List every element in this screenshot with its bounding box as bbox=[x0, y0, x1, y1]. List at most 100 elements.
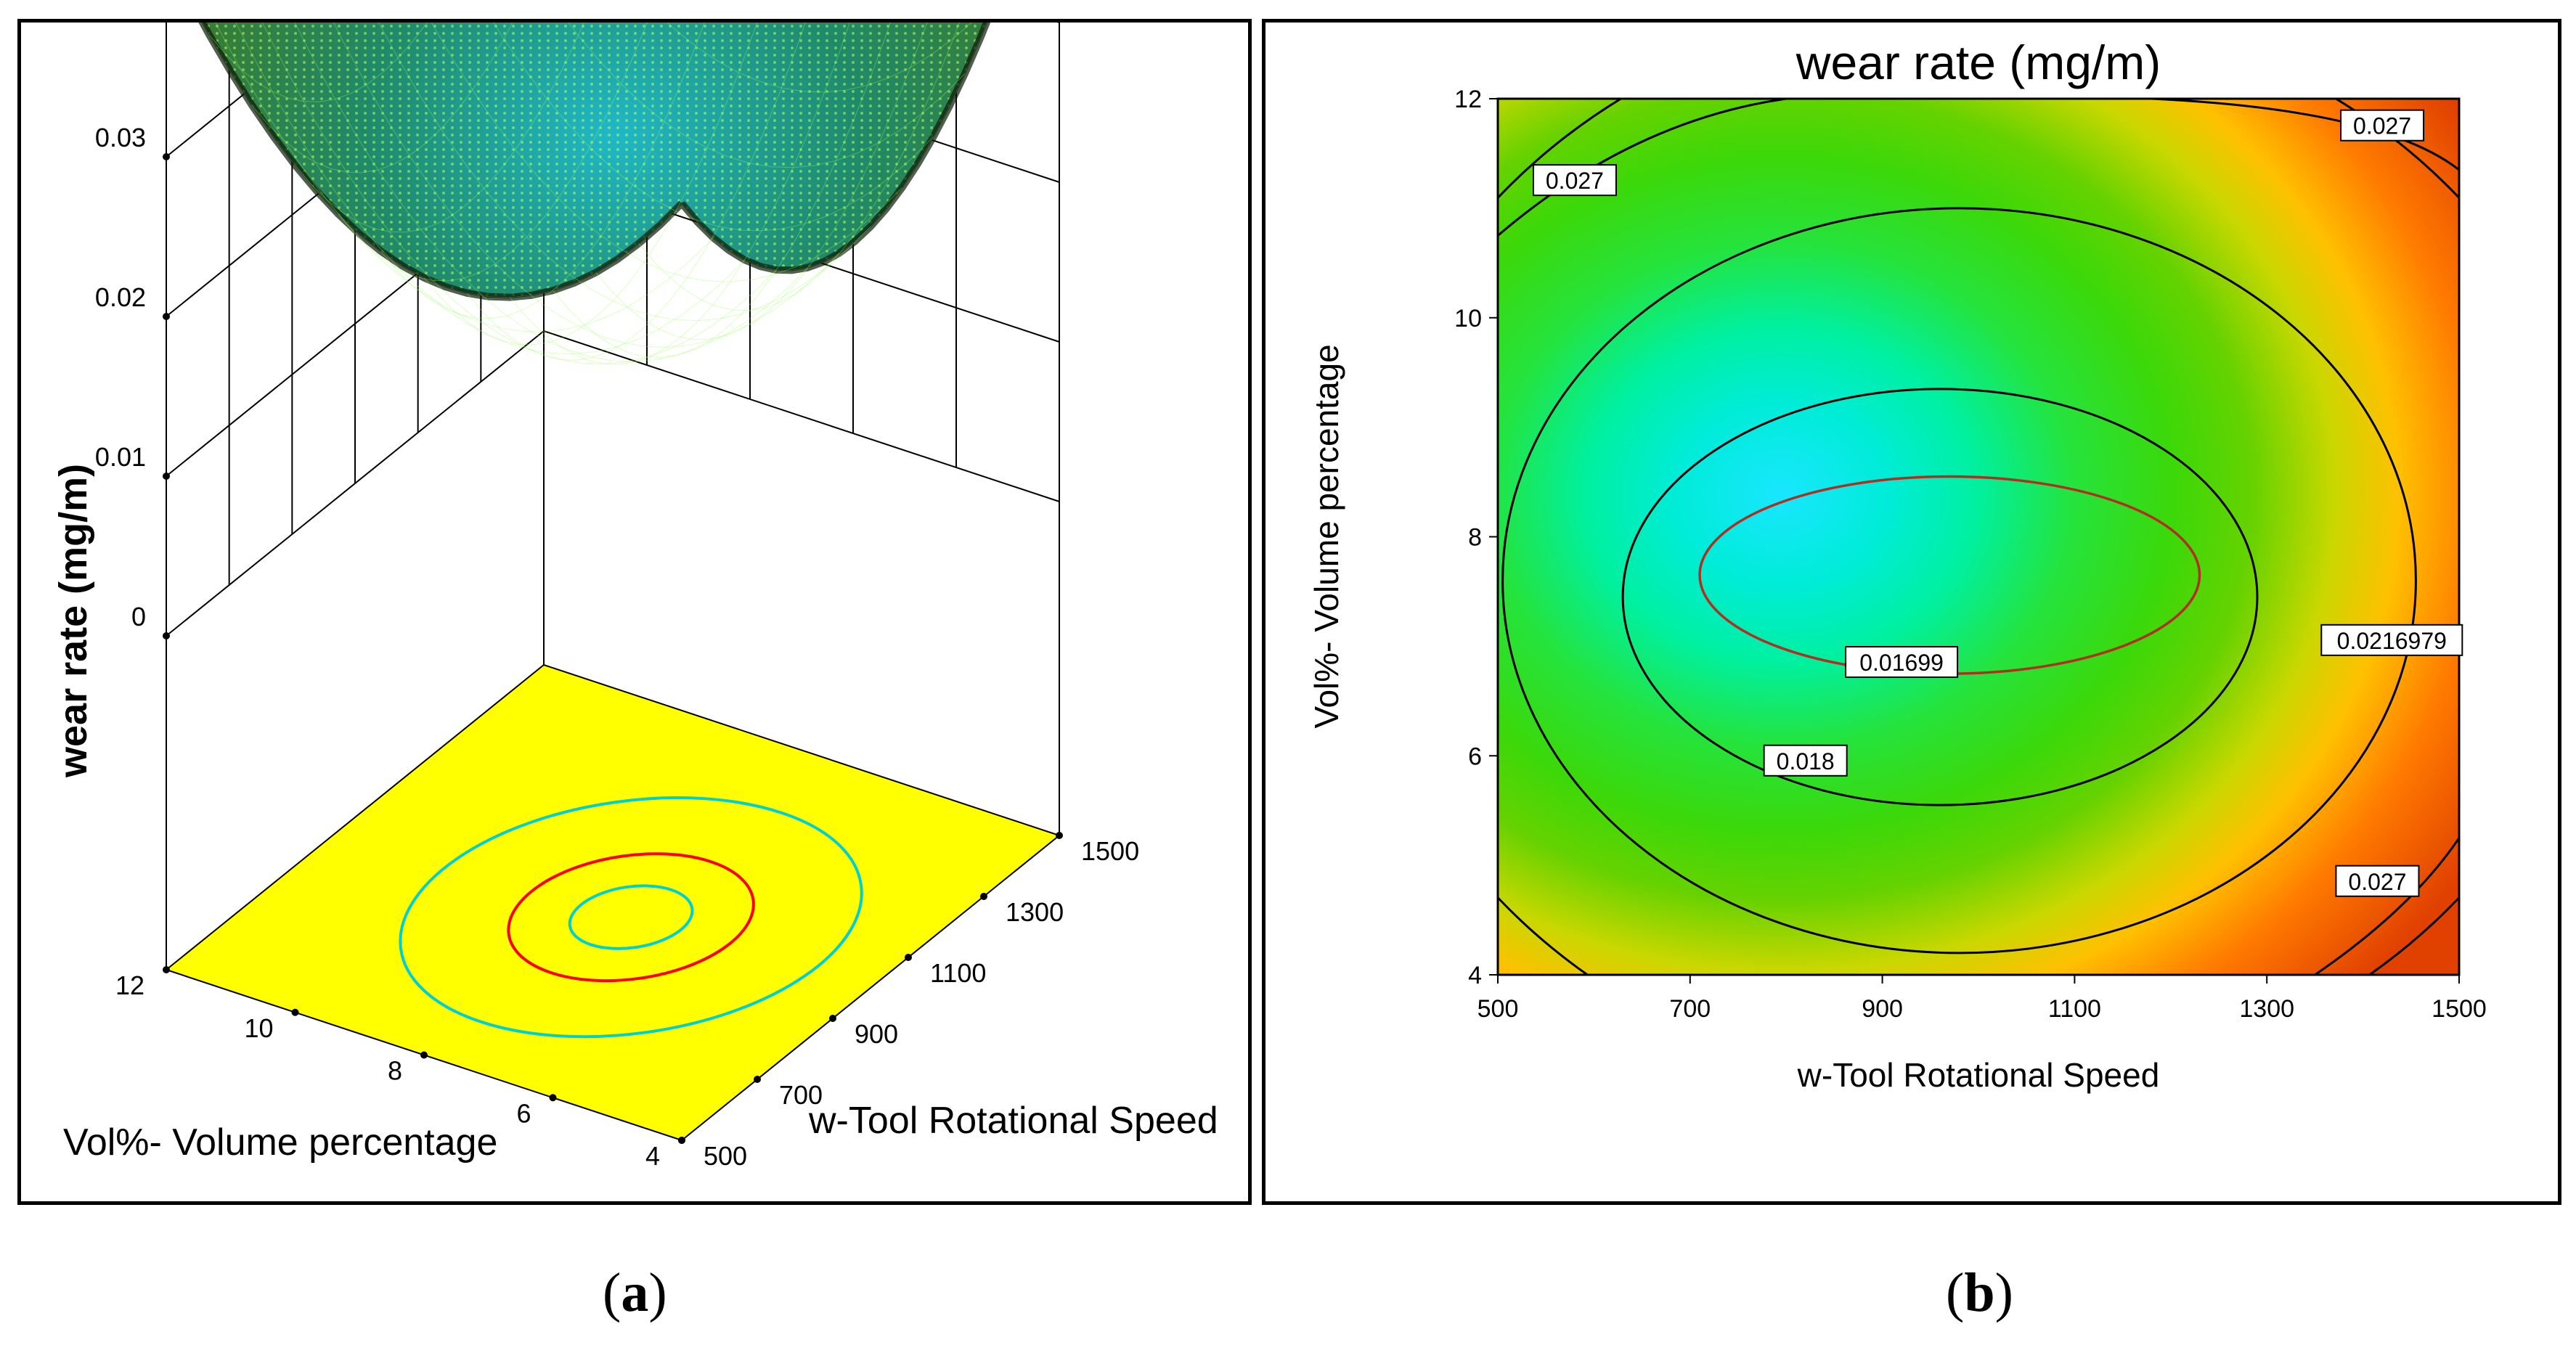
surface-mesh-line bbox=[423, 23, 758, 346]
surface-mesh-line bbox=[553, 23, 891, 358]
x-tick-label: 1500 bbox=[2432, 995, 2487, 1023]
x-tick-label: 700 bbox=[779, 1080, 823, 1110]
x-tick-label: 1500 bbox=[1081, 836, 1139, 866]
x-tick-label: 1100 bbox=[930, 958, 986, 988]
x-axis-label: w-Tool Rotational Speed bbox=[1797, 1056, 2160, 1094]
y-tick-label: 8 bbox=[1468, 524, 1482, 552]
contour-line-0.027-corner bbox=[2314, 837, 2459, 975]
caption-b-letter: b bbox=[1964, 1262, 1995, 1323]
surface-front-edge bbox=[198, 23, 991, 301]
y-tick-label: 12 bbox=[115, 970, 144, 1000]
y-axis-label: Vol%- Volume percentage bbox=[1308, 344, 1345, 728]
y-tick-label: 6 bbox=[1468, 743, 1482, 770]
z-tick-dot bbox=[163, 473, 170, 480]
surface-mesh-line bbox=[294, 23, 808, 362]
z-tick-dot bbox=[163, 632, 170, 639]
surface-mesh-line bbox=[431, 23, 902, 282]
y-tick-dot bbox=[420, 1051, 428, 1059]
surface-mesh-dots bbox=[202, 23, 987, 298]
y-tick-label: 4 bbox=[645, 1141, 660, 1171]
floor-contour-ring bbox=[568, 884, 694, 950]
y-tick-dot bbox=[678, 1137, 685, 1144]
y-tick-label: 6 bbox=[516, 1098, 531, 1128]
y-axis-label: Vol%- Volume percentage bbox=[63, 1121, 497, 1164]
surface-mesh-line bbox=[509, 23, 850, 365]
surface-mesh-line bbox=[333, 23, 840, 348]
x-tick-dot bbox=[754, 1076, 761, 1083]
z-grid-line bbox=[166, 330, 545, 637]
y-tick-dot bbox=[163, 966, 170, 973]
plot-area bbox=[1498, 99, 2459, 975]
panel-b-contour-plot: wear rate (mg/m) 0.027 0.027 0.01699 0.018 0… bbox=[1262, 19, 2561, 1205]
y-tick-dot bbox=[549, 1094, 557, 1102]
contour-label: 0.027 bbox=[2353, 113, 2411, 139]
z-tick-dot bbox=[163, 313, 170, 320]
contour-label-box bbox=[1845, 646, 1959, 679]
caption-a-letter: a bbox=[621, 1262, 649, 1323]
x-tick-label: 1300 bbox=[1006, 897, 1064, 927]
response-surface bbox=[198, 23, 991, 365]
contour-label: 0.027 bbox=[2348, 869, 2406, 895]
z-tick-label: 0.03 bbox=[95, 123, 146, 152]
surface-mesh-line bbox=[251, 23, 513, 173]
x-tick-label: 700 bbox=[1669, 995, 1711, 1023]
z-grid-line bbox=[166, 23, 334, 158]
z-tick-label: 0.02 bbox=[95, 282, 146, 312]
surface-mesh-line bbox=[380, 23, 705, 319]
y-tick-label: 4 bbox=[1468, 962, 1482, 989]
z-grid-line bbox=[543, 330, 1060, 502]
surface-mesh-line bbox=[338, 23, 648, 282]
x-tick-label: 900 bbox=[1862, 995, 1903, 1023]
surface-mesh-line bbox=[638, 23, 960, 311]
x-tick-label: 1300 bbox=[2239, 995, 2294, 1023]
x-tick-dot bbox=[1056, 832, 1063, 839]
y-tick-label: 10 bbox=[244, 1013, 273, 1043]
x-tick-dot bbox=[905, 954, 912, 961]
y-tick-dot bbox=[291, 1008, 299, 1016]
surface-mesh-line bbox=[568, 23, 966, 168]
surface-plot: 00.010.020.030.0450070090011001300150046… bbox=[52, 23, 1218, 1171]
x-tick-label: 500 bbox=[704, 1141, 747, 1171]
panel-a-surface-plot: 00.010.020.030.0450070090011001300150046… bbox=[17, 19, 1252, 1205]
surface-mesh-line bbox=[261, 23, 777, 364]
contour-label: 0.01699 bbox=[1859, 650, 1944, 676]
floor-contour-plot bbox=[164, 663, 1061, 1142]
z-axis-label: wear rate (mg/m) bbox=[52, 464, 95, 778]
surface-mesh-line bbox=[295, 23, 584, 233]
surface-mesh-line bbox=[595, 23, 928, 340]
surface-mesh-line bbox=[466, 23, 806, 361]
axis-ticks: 500 700 900 1100 1300 1500 4 6 8 10 12 bbox=[1454, 86, 2487, 1023]
contour-label-box bbox=[1532, 164, 1617, 197]
caption-b: (b) bbox=[1946, 1262, 2013, 1323]
surface-mesh-line bbox=[208, 23, 428, 102]
x-tick-label: 900 bbox=[855, 1019, 898, 1049]
y-tick-label: 8 bbox=[388, 1056, 402, 1086]
contour-label-box bbox=[2320, 624, 2463, 656]
floor-contour-ring bbox=[399, 796, 863, 1039]
contour-plot: wear rate (mg/m) 0.0270.0270.016990.0180… bbox=[1308, 36, 2487, 1094]
surface-mesh-line bbox=[681, 23, 987, 271]
surface-mesh-line bbox=[215, 23, 714, 332]
y-tick-label: 12 bbox=[1454, 86, 1482, 113]
contour-line-0.027-top-left bbox=[1498, 99, 1787, 237]
axis-ticks: 00.010.020.030.0450070090011001300150046… bbox=[95, 123, 1139, 1171]
contour-label: 0.018 bbox=[1777, 748, 1835, 774]
floor-plane bbox=[164, 663, 1061, 1142]
x-tick-dot bbox=[829, 1015, 836, 1022]
contour-label-box bbox=[1763, 744, 1848, 777]
contour-label-box bbox=[2335, 864, 2420, 897]
surface-mesh-line bbox=[202, 23, 682, 298]
z-tick-label: 0 bbox=[131, 602, 146, 631]
contour-fill bbox=[1498, 99, 2459, 975]
x-axis-label: w-Tool Rotational Speed bbox=[808, 1100, 1218, 1142]
contour-label: 0.027 bbox=[1546, 168, 1604, 194]
x-tick-label: 1100 bbox=[2048, 995, 2101, 1023]
surface-mesh-line bbox=[378, 23, 871, 322]
z-tick-label: 0.01 bbox=[95, 442, 146, 472]
contour-labels: 0.027 0.027 0.01699 0.018 0.0216979 0.027 bbox=[1532, 109, 2463, 897]
contour-line-0.018 bbox=[1621, 388, 2259, 806]
contour-label-box bbox=[2340, 109, 2425, 142]
z-tick-dot bbox=[163, 153, 170, 160]
surface-mesh-line bbox=[235, 23, 746, 355]
surface-mesh-line bbox=[493, 23, 934, 232]
